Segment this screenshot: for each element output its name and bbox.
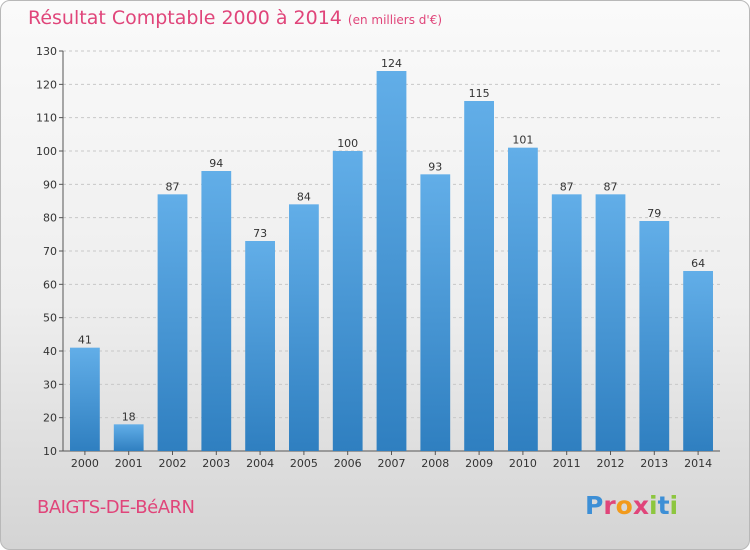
chart-title: Résultat Comptable 2000 à 2014 (en millie…	[28, 7, 442, 29]
x-tick-label: 2011	[553, 457, 581, 470]
bar	[376, 71, 407, 451]
axes: 10 20 30 40 50 60 70 80 90 100 110 120 130 2000 2001 20…	[36, 45, 720, 470]
bar	[289, 204, 319, 451]
x-tick-label: 2008	[421, 457, 449, 470]
bar	[157, 194, 188, 452]
chart-title-text: Résultat Comptable 2000 à 2014	[28, 7, 342, 29]
bar	[508, 147, 538, 451]
data-label: 93	[428, 160, 442, 173]
x-tick-label: 2004	[246, 457, 274, 470]
data-label: 41	[78, 334, 92, 347]
logo-letter: x	[632, 491, 649, 520]
y-tick-label: 70	[43, 245, 57, 258]
bar	[595, 194, 626, 452]
bar	[245, 241, 275, 451]
data-label: 124	[381, 57, 402, 70]
data-label: 79	[647, 207, 661, 220]
data-label: 87	[604, 180, 618, 193]
logo-letter: o	[615, 491, 633, 520]
bar	[332, 151, 363, 451]
bar	[70, 347, 100, 451]
y-tick-label: 100	[36, 145, 57, 158]
y-tick-label: 80	[43, 212, 57, 225]
y-tick-label: 40	[43, 345, 57, 358]
x-tick-label: 2012	[597, 457, 625, 470]
x-tick-label: 2000	[71, 457, 99, 470]
data-label: 64	[691, 257, 705, 270]
x-tick-label: 2002	[159, 457, 187, 470]
x-tick-label: 2010	[509, 457, 537, 470]
logo-letter: t	[657, 491, 670, 520]
logo-letter: P	[585, 491, 604, 520]
bar	[201, 171, 232, 451]
bar	[464, 101, 494, 451]
bar	[551, 194, 582, 452]
chart-unit: (en milliers d'€)	[347, 13, 443, 27]
logo-letter: i	[669, 491, 679, 520]
x-tick-label: 2001	[115, 457, 143, 470]
y-tick-label: 50	[43, 312, 57, 325]
proxiti-logo: Proxiti	[585, 491, 678, 520]
data-label: 100	[337, 137, 358, 150]
y-tick-label: 10	[43, 445, 57, 458]
x-tick-label: 2009	[465, 457, 493, 470]
data-label: 18	[122, 410, 136, 423]
bar	[639, 221, 670, 451]
data-label: 84	[297, 190, 311, 203]
data-labels: 41 18 87 94 73 84 100 124 93 115 101 87 87 79 64	[78, 57, 705, 423]
data-label: 87	[560, 180, 574, 193]
data-label: 94	[209, 157, 223, 170]
y-tick-label: 20	[43, 412, 57, 425]
y-tick-label: 130	[36, 45, 57, 58]
bars	[70, 71, 713, 452]
logo-letter: r	[603, 491, 616, 520]
data-label: 87	[166, 180, 180, 193]
data-label: 101	[512, 134, 533, 147]
logo-letter: i	[649, 491, 658, 520]
x-tick-label: 2007	[378, 457, 406, 470]
commune-name: BAIGTS-DE-BéARN	[37, 497, 195, 518]
y-tick-label: 60	[43, 278, 57, 291]
bar	[113, 424, 144, 451]
x-tick-label: 2005	[290, 457, 318, 470]
x-tick-label: 2013	[640, 457, 668, 470]
y-tick-label: 30	[43, 378, 57, 391]
y-tick-label: 120	[36, 78, 57, 91]
y-tick-label: 90	[43, 178, 57, 191]
data-label: 115	[469, 87, 490, 100]
x-tick-label: 2006	[334, 457, 362, 470]
x-tick-label: 2014	[684, 457, 712, 470]
data-label: 73	[253, 227, 267, 240]
y-tick-label: 110	[36, 112, 57, 125]
x-tick-label: 2003	[202, 457, 230, 470]
bar	[420, 174, 451, 452]
bar	[683, 271, 713, 451]
